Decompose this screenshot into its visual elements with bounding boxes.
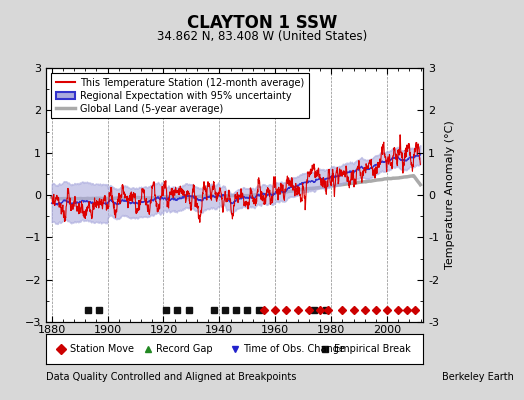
Text: 1960: 1960 bbox=[261, 325, 289, 335]
Text: 2000: 2000 bbox=[373, 325, 401, 335]
Text: 1880: 1880 bbox=[38, 325, 66, 335]
Legend: This Temperature Station (12-month average), Regional Expectation with 95% uncer: This Temperature Station (12-month avera… bbox=[51, 73, 309, 118]
Text: Berkeley Earth: Berkeley Earth bbox=[442, 372, 514, 382]
Y-axis label: Temperature Anomaly (°C): Temperature Anomaly (°C) bbox=[445, 121, 455, 269]
Text: Station Move: Station Move bbox=[70, 344, 134, 354]
Text: CLAYTON 1 SSW: CLAYTON 1 SSW bbox=[187, 14, 337, 32]
Text: 1900: 1900 bbox=[93, 325, 122, 335]
Text: Record Gap: Record Gap bbox=[156, 344, 213, 354]
Text: 1940: 1940 bbox=[205, 325, 234, 335]
Text: 34.862 N, 83.408 W (United States): 34.862 N, 83.408 W (United States) bbox=[157, 30, 367, 43]
Text: Data Quality Controlled and Aligned at Breakpoints: Data Quality Controlled and Aligned at B… bbox=[46, 372, 297, 382]
Text: Empirical Break: Empirical Break bbox=[334, 344, 410, 354]
Text: 1920: 1920 bbox=[149, 325, 178, 335]
Text: 1980: 1980 bbox=[317, 325, 345, 335]
Text: Time of Obs. Change: Time of Obs. Change bbox=[243, 344, 345, 354]
